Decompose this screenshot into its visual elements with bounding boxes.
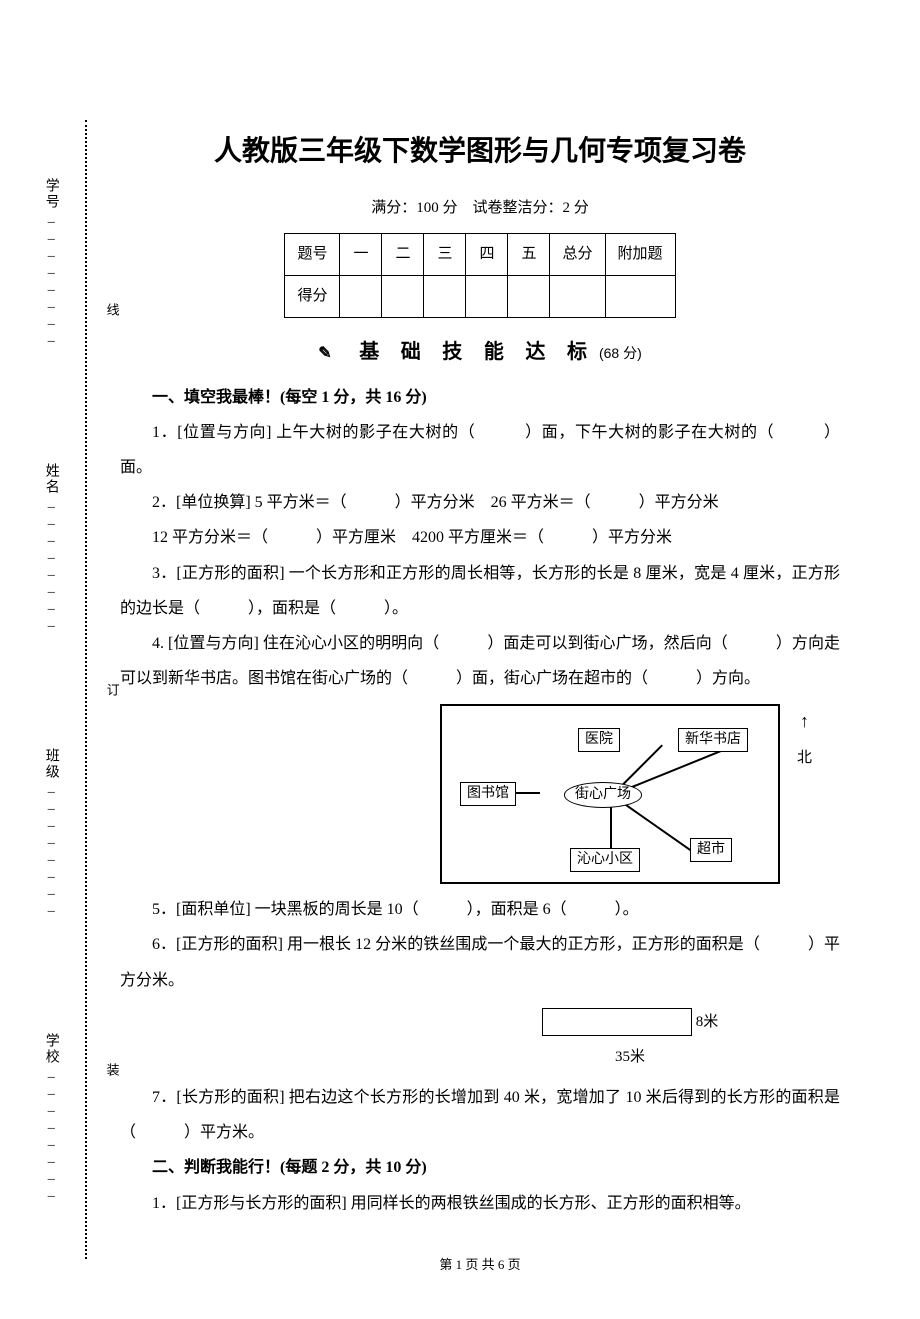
table-cell: 附加题 xyxy=(605,233,675,275)
section-heading: 一、填空我最棒！(每空 1 分，共 16 分) xyxy=(120,380,840,415)
question: 2．[单位换算] 5 平方米＝（ ）平方分米 26 平方米＝（ ）平方分米 xyxy=(120,485,840,520)
binding-mark: 线 xyxy=(97,303,126,316)
banner-text: 基 础 技 能 达 标 xyxy=(359,341,595,363)
table-cell xyxy=(466,275,508,317)
table-cell xyxy=(382,275,424,317)
table-cell: 总分 xyxy=(550,233,605,275)
table-cell xyxy=(550,275,605,317)
rectangle-height-label: 8米 xyxy=(696,1006,719,1039)
table-row: 题号 一 二 三 四 五 总分 附加题 xyxy=(285,233,675,275)
rectangle-shape xyxy=(542,1008,692,1036)
table-cell: 题号 xyxy=(285,233,340,275)
table-cell xyxy=(424,275,466,317)
binding-label-name: 姓名________ xyxy=(35,463,66,631)
question: 1．[位置与方向] 上午大树的影子在大树的（ ）面，下午大树的影子在大树的（ ）… xyxy=(120,415,840,485)
binding-mark: 订 xyxy=(97,683,126,696)
table-cell: 二 xyxy=(382,233,424,275)
question: 7．[长方形的面积] 把右边这个长方形的长增加到 40 米，宽增加了 10 米后… xyxy=(120,1080,840,1150)
content: 一、填空我最棒！(每空 1 分，共 16 分) 1．[位置与方向] 上午大树的影… xyxy=(120,380,840,1221)
north-indicator: 北 xyxy=(797,702,812,775)
binding-label-class: 班级________ xyxy=(35,748,66,916)
table-cell: 五 xyxy=(508,233,550,275)
table-cell: 四 xyxy=(466,233,508,275)
diagram-node-community: 沁心小区 xyxy=(570,848,640,872)
diagram-node-library: 图书馆 xyxy=(460,782,516,806)
table-cell xyxy=(508,275,550,317)
binding-mark: 装 xyxy=(97,1063,126,1076)
binding-label-id: 学号________ xyxy=(35,178,66,346)
question: 5．[面积单位] 一块黑板的周长是 10（ ），面积是 6（ ）。 xyxy=(120,892,840,927)
binding-edge: 学校________ 班级________ 姓名________ 学号_____… xyxy=(85,120,115,1259)
diagram-node-center: 街心广场 xyxy=(564,782,642,808)
page-footer: 第 1 页 共 6 页 xyxy=(120,1251,840,1280)
question: 4. [位置与方向] 住在沁心小区的明明向（ ）面走可以到街心广场，然后向（ ）… xyxy=(120,626,840,696)
question: 12 平方分米＝（ ）平方厘米 4200 平方厘米＝（ ）平方分米 xyxy=(120,520,840,555)
section-heading: 二、判断我能行！(每题 2 分，共 10 分) xyxy=(120,1150,840,1185)
table-row: 得分 xyxy=(285,275,675,317)
table-cell: 三 xyxy=(424,233,466,275)
table-cell: 一 xyxy=(340,233,382,275)
question: 6．[正方形的面积] 用一根长 12 分米的铁丝围成一个最大的正方形，正方形的面… xyxy=(120,927,840,997)
table-cell xyxy=(605,275,675,317)
diagram-node-hospital: 医院 xyxy=(578,728,620,752)
binding-labels: 学校________ 班级________ 姓名________ 学号_____… xyxy=(35,120,66,1259)
binding-label-school: 学校________ xyxy=(35,1033,66,1201)
diagram-node-market: 超市 xyxy=(690,838,732,862)
rectangle-width-label: 35米 xyxy=(540,1041,720,1074)
page-title: 人教版三年级下数学图形与几何专项复习卷 xyxy=(120,120,840,182)
banner-points: (68 分) xyxy=(599,345,642,361)
binding-dotted-line xyxy=(85,120,87,1259)
rectangle-diagram: 8米 35米 xyxy=(540,1004,720,1074)
map-diagram: 北 医院 新华书店 图书馆 街心广场 沁心小区 超市 xyxy=(440,704,780,884)
binding-marks: 线 订 装 xyxy=(97,120,126,1259)
question: 1．[正方形与长方形的面积] 用同样长的两根铁丝围成的长方形、正方形的面积相等。 xyxy=(120,1186,840,1221)
table-cell: 得分 xyxy=(285,275,340,317)
subtitle: 满分：100 分 试卷整洁分：2 分 xyxy=(120,192,840,225)
diagram-node-bookstore: 新华书店 xyxy=(678,728,748,752)
table-cell xyxy=(340,275,382,317)
section-banner: 基 础 技 能 达 标(68 分) xyxy=(120,330,840,374)
score-table: 题号 一 二 三 四 五 总分 附加题 得分 xyxy=(284,233,675,318)
question: 3．[正方形的面积] 一个长方形和正方形的周长相等，长方形的长是 8 厘米，宽是… xyxy=(120,556,840,626)
